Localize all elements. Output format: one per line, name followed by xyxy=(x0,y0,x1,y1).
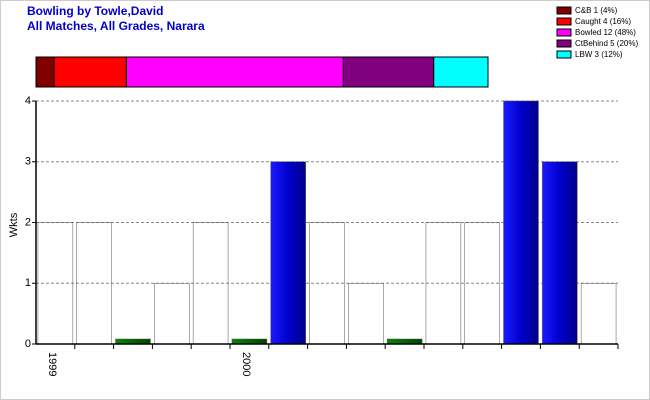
chart-subtitle: All Matches, All Grades, Narara xyxy=(27,19,205,33)
breakdown-segment xyxy=(433,56,489,88)
bar xyxy=(154,283,190,345)
y-tick-label: 3 xyxy=(25,156,31,168)
y-axis-label: Wkts xyxy=(8,212,20,237)
bar xyxy=(270,161,306,345)
y-tick-label: 4 xyxy=(25,95,31,107)
y-tick-label: 2 xyxy=(25,216,31,228)
legend-label: C&B 1 (4%) xyxy=(575,6,618,15)
legend-swatch xyxy=(556,50,572,59)
x-tick-label: 2000 xyxy=(240,352,252,376)
legend-label: Caught 4 (16%) xyxy=(575,17,631,26)
legend-swatch xyxy=(556,39,572,48)
legend-swatch xyxy=(556,6,572,15)
bar xyxy=(580,283,617,345)
bar xyxy=(542,161,578,345)
x-tick-label: 1999 xyxy=(46,352,58,376)
legend-label: LBW 3 (12%) xyxy=(575,50,623,59)
y-tick-label: 0 xyxy=(25,338,31,350)
legend-label: CtBehind 5 (20%) xyxy=(575,39,638,48)
chart-title: Bowling by Towle,David xyxy=(27,4,163,18)
legend-swatch xyxy=(556,28,572,37)
bar xyxy=(348,283,384,345)
legend-swatch xyxy=(556,17,572,26)
breakdown-segment xyxy=(53,56,127,88)
breakdown-segment xyxy=(342,56,435,88)
legend-label: Bowled 12 (48%) xyxy=(575,28,636,37)
bar xyxy=(503,100,539,345)
y-tick-label: 1 xyxy=(25,277,31,289)
breakdown-segment xyxy=(125,56,344,88)
breakdown-segment xyxy=(35,56,55,88)
